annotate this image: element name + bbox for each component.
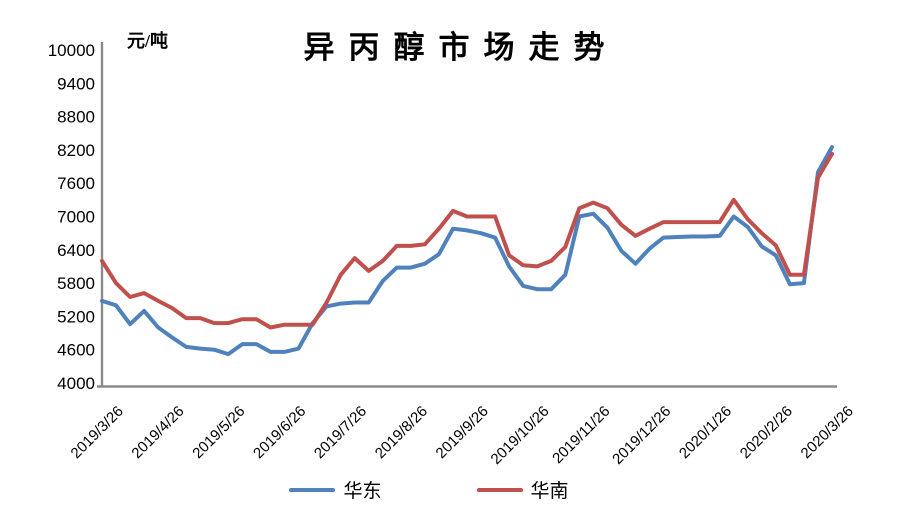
legend-label-east: 华东: [343, 481, 382, 502]
y-tick-label: 4600: [57, 341, 95, 360]
x-tick-label: 2019/4/26: [128, 403, 187, 462]
y-tick-label: 4000: [57, 374, 95, 393]
legend: 华东 华南: [0, 476, 890, 503]
x-tick-label: 2019/6/26: [250, 403, 309, 462]
legend-item-east: 华东: [289, 476, 382, 503]
x-tick-label: 2019/9/26: [433, 403, 492, 462]
x-tick-label: 2019/10/26: [488, 403, 553, 468]
y-tick-label: 5800: [57, 274, 95, 293]
south-series-legend-line-icon: [476, 487, 523, 492]
legend-label-south: 华南: [530, 481, 569, 502]
x-tick-label: 2019/8/26: [372, 403, 431, 462]
y-tick-label: 9400: [57, 74, 95, 93]
x-tick-label: 2019/7/26: [311, 403, 370, 462]
y-tick-label: 8800: [57, 108, 95, 127]
east-series-legend-line-icon: [289, 487, 336, 492]
y-tick-label: 10000: [48, 41, 95, 60]
legend-item-south: 华南: [476, 476, 569, 503]
x-tick-label: 2020/3/26: [798, 403, 857, 462]
x-tick-label: 2020/1/26: [676, 403, 735, 462]
x-tick-label: 2019/11/26: [549, 403, 613, 467]
x-axis-tick-labels: 2019/3/26 2019/4/26 2019/5/26 2019/6/26 2019…: [68, 403, 857, 468]
y-tick-label: 7600: [57, 174, 95, 193]
y-axis-unit-label: 元/吨: [127, 31, 169, 51]
axis-lines: [97, 42, 837, 388]
x-tick-label: 2019/12/26: [609, 403, 674, 468]
y-tick-label: 5200: [57, 307, 95, 326]
x-tick-label: 2019/5/26: [189, 403, 248, 462]
y-tick-label: 8200: [57, 141, 95, 160]
south-series-line: [100, 151, 834, 330]
x-tick-label: 2020/2/26: [737, 403, 796, 462]
east-series-line: [100, 145, 834, 357]
y-tick-label: 6400: [57, 241, 95, 260]
x-tick-label: 2019/3/26: [68, 403, 127, 462]
chart-title: 异丙醇市场走势: [303, 30, 619, 65]
y-tick-label: 7000: [57, 208, 95, 227]
y-axis-tick-labels: 10000 9400 8800 8200 7600 7000 6400 5800 5200 460…: [48, 41, 95, 393]
